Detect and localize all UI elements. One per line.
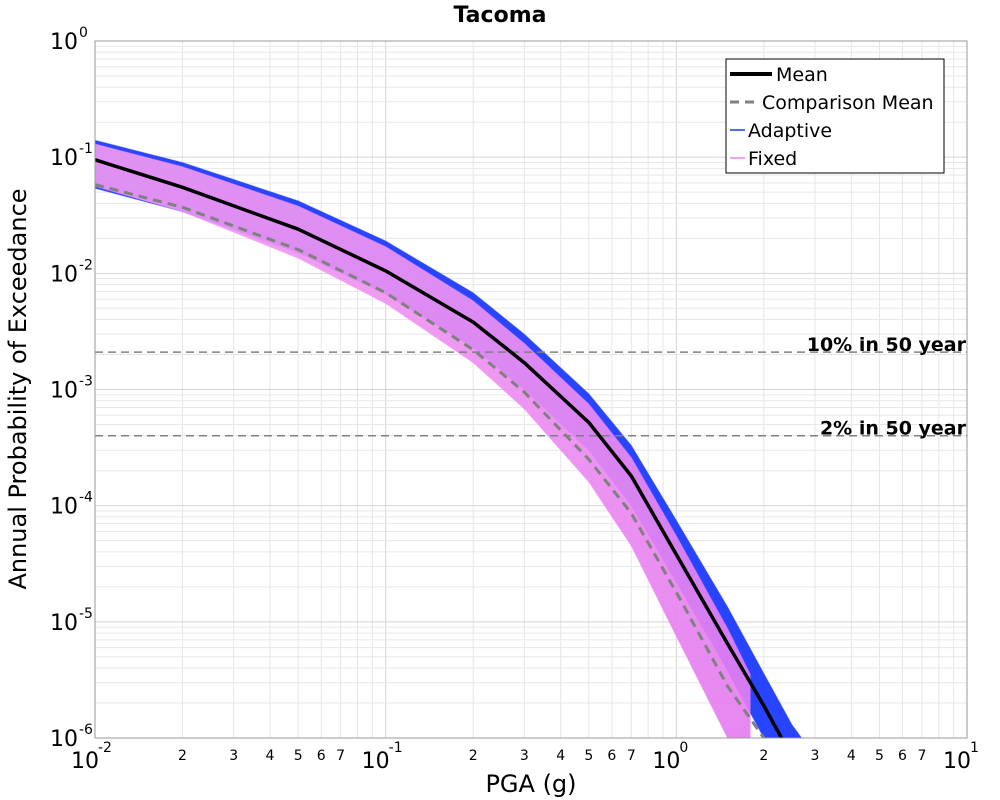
legend-label-fixed: Fixed	[748, 148, 797, 170]
series-fixed-member	[95, 181, 735, 738]
series-fixed-member	[95, 171, 747, 738]
reference-label-1: 2% in 50 year	[820, 418, 967, 440]
grid	[94, 41, 967, 739]
chart-title: Tacoma	[454, 3, 547, 28]
x-minor-tick-label: 4	[847, 748, 856, 764]
x-minor-tick-label: 4	[266, 748, 275, 764]
x-minor-tick-label: 3	[811, 748, 820, 764]
legend-box	[725, 58, 945, 174]
y-tick-label: 10	[50, 495, 78, 520]
series-fixed-member	[95, 164, 751, 730]
y-tick-exponent: -2	[79, 257, 93, 273]
series-fixed-member	[95, 185, 729, 738]
y-tick-label: 10	[50, 262, 78, 287]
legend-label-mean: Mean	[776, 64, 828, 86]
series-fixed-member	[95, 143, 751, 676]
y-tick-exponent: -5	[79, 606, 93, 622]
legend-label-adaptive: Adaptive	[748, 120, 832, 142]
x-tick-exponent: -2	[98, 740, 112, 756]
y-tick-exponent: -3	[79, 374, 93, 390]
y-tick-exponent: -1	[79, 141, 93, 157]
y-tick-exponent: -6	[79, 722, 93, 738]
x-minor-tick-label: 6	[607, 748, 616, 764]
series-fixed-member	[95, 160, 751, 718]
series-mean-line	[95, 158, 784, 738]
y-tick-exponent: 0	[79, 25, 88, 41]
x-minor-tick-label: 3	[520, 748, 529, 764]
plot-border	[94, 40, 968, 739]
series-fixed-member	[95, 183, 732, 738]
series-comparison-mean-line	[95, 183, 766, 738]
y-tick-exponent: -4	[79, 490, 93, 506]
band-fixed	[95, 143, 751, 738]
reference-label-0: 10% in 50 year	[807, 334, 967, 356]
x-minor-tick-label: 5	[875, 748, 884, 764]
series-fixed-member	[95, 169, 750, 738]
x-tick-exponent: -1	[389, 740, 403, 756]
y-tick-label: 10	[50, 379, 78, 404]
x-minor-tick-label: 7	[336, 748, 345, 764]
x-tick-label: 10	[362, 749, 390, 774]
x-tick-exponent: 0	[679, 740, 688, 756]
x-minor-tick-label: 2	[178, 748, 187, 764]
y-tick-label: 10	[50, 146, 78, 171]
y-tick-label: 10	[50, 611, 78, 636]
plot-content	[95, 139, 967, 738]
series-fixed-member	[95, 148, 751, 688]
x-minor-tick-label: 3	[229, 748, 238, 764]
x-minor-tick-label: 7	[918, 748, 927, 764]
x-tick-label: 10	[652, 749, 680, 774]
x-minor-tick-label: 4	[556, 748, 565, 764]
x-minor-tick-label: 2	[759, 748, 768, 764]
x-axis-label: PGA (g)	[485, 770, 576, 798]
series-adaptive-member	[95, 139, 803, 738]
series-fixed-member	[95, 157, 751, 712]
y-axis-label: Annual Probability of Exceedance	[4, 188, 32, 589]
series-adaptive-member	[95, 143, 800, 738]
series-fixed-member	[95, 152, 751, 700]
x-minor-tick-label: 5	[294, 748, 303, 764]
x-minor-tick-label: 2	[469, 748, 478, 764]
series-fixed-member	[95, 145, 751, 682]
x-tick-label: 10	[943, 749, 971, 774]
x-tick-label: 10	[71, 749, 99, 774]
legend: Mean Comparison Mean Adaptive Fixed	[725, 58, 945, 174]
y-tick-label: 10	[50, 30, 78, 55]
x-minor-tick-label: 6	[898, 748, 907, 764]
series-fixed-member	[95, 176, 741, 738]
legend-label-comparison-mean: Comparison Mean	[762, 92, 934, 114]
x-minor-tick-label: 5	[584, 748, 593, 764]
x-minor-tick-label: 7	[627, 748, 636, 764]
y-tick-label: 10	[50, 727, 78, 752]
x-minor-tick-label: 6	[317, 748, 326, 764]
x-tick-exponent: 1	[970, 740, 979, 756]
